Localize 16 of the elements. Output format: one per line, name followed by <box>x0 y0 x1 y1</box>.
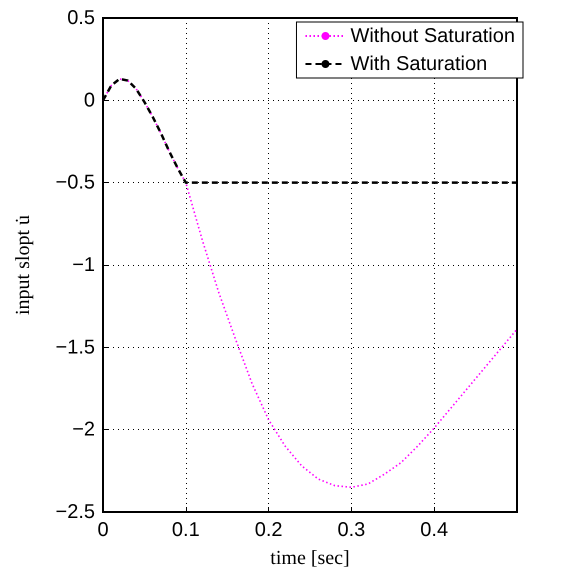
x-tick-label: 0.1 <box>172 519 200 541</box>
y-tick-label: −1 <box>72 254 95 276</box>
y-tick-label: −0.5 <box>56 172 95 194</box>
y-tick-label: −1.5 <box>56 336 95 358</box>
y-tick-label: −2 <box>72 418 95 441</box>
y-tick-label: −2.5 <box>56 501 95 523</box>
legend-label: With Saturation <box>350 53 488 75</box>
y-axis-title: input slopt u̇ <box>12 214 34 316</box>
x-tick-label: 0.4 <box>420 519 448 541</box>
x-tick-label: 0.3 <box>337 519 366 541</box>
y-tick-label: 0.5 <box>67 7 95 29</box>
x-tick-label: 0 <box>97 519 109 541</box>
x-tick-label: 0.2 <box>254 519 283 541</box>
legend-label: Without Saturation <box>350 25 515 47</box>
y-tick-label: 0 <box>84 89 95 112</box>
x-axis-title: time [sec] <box>270 547 350 569</box>
